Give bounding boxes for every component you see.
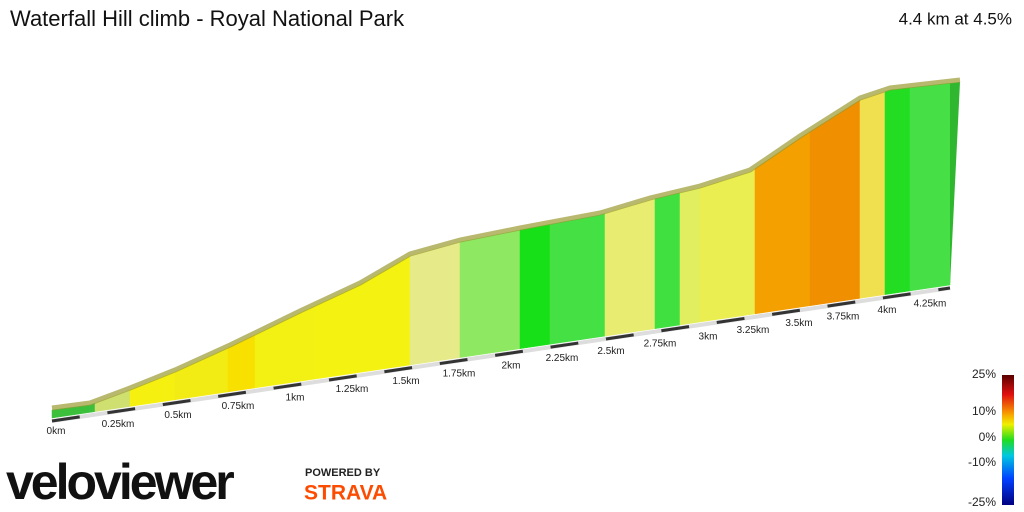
profile-segment [859,91,886,299]
legend-label: -10% [968,455,996,469]
profile-end [950,82,960,285]
distance-label: 2.75km [644,339,677,350]
distance-axis: 0km 0.25km 0.5km 0.75km 1km 1.25km 1.5km 1.75km… [47,299,947,437]
title: Waterfall Hill climb - Royal National Pa… [10,6,405,31]
distance-label: 3.5km [785,318,812,329]
powered-by: POWERED BY [305,467,381,479]
profile-segment [699,168,756,323]
legend-label: 10% [972,404,996,418]
profile-segment [459,229,521,358]
distance-label: 3.75km [827,311,860,322]
distance-label: 1.75km [443,368,476,379]
profile-segment [409,241,461,366]
distance-label: 4km [878,305,897,316]
distance-label: 0.25km [102,419,135,430]
legend-label: 0% [979,430,997,444]
distance-label: 2km [502,361,521,372]
profile-segment [679,187,701,326]
distance-label: 2.5km [597,346,624,357]
profile-segment [314,255,411,380]
distance-label: 0km [47,426,66,437]
summary: 4.4 km at 4.5% [899,9,1012,28]
distance-label: 2.25km [546,353,579,364]
elevation-profile [51,77,961,423]
legend-label: -25% [968,495,996,509]
distance-label: 1.5km [392,376,419,387]
legend-label: 25% [972,367,996,381]
distance-label: 1.25km [336,384,369,395]
gradient-scale [1002,375,1014,505]
distance-label: 0.5km [164,410,191,421]
profile-segment [519,224,551,349]
profile-top [51,77,961,411]
profile-segment [884,87,911,295]
profile-segment [604,198,656,337]
profile-segment [549,213,606,345]
distance-label: 3km [699,331,718,342]
distance-label: 3.25km [737,325,770,336]
profile-segment [909,82,951,292]
strava: STRAVA [304,482,387,505]
logo: veloviewer [6,454,234,510]
profile-segment [654,192,681,329]
gradient-legend: 25% 10% 0% -10% -25% [968,367,996,509]
distance-label: 4.25km [914,299,947,310]
base-ticks [51,286,951,423]
distance-label: 0.75km [222,401,255,412]
distance-label: 1km [286,393,305,404]
profile-segment [809,99,861,307]
